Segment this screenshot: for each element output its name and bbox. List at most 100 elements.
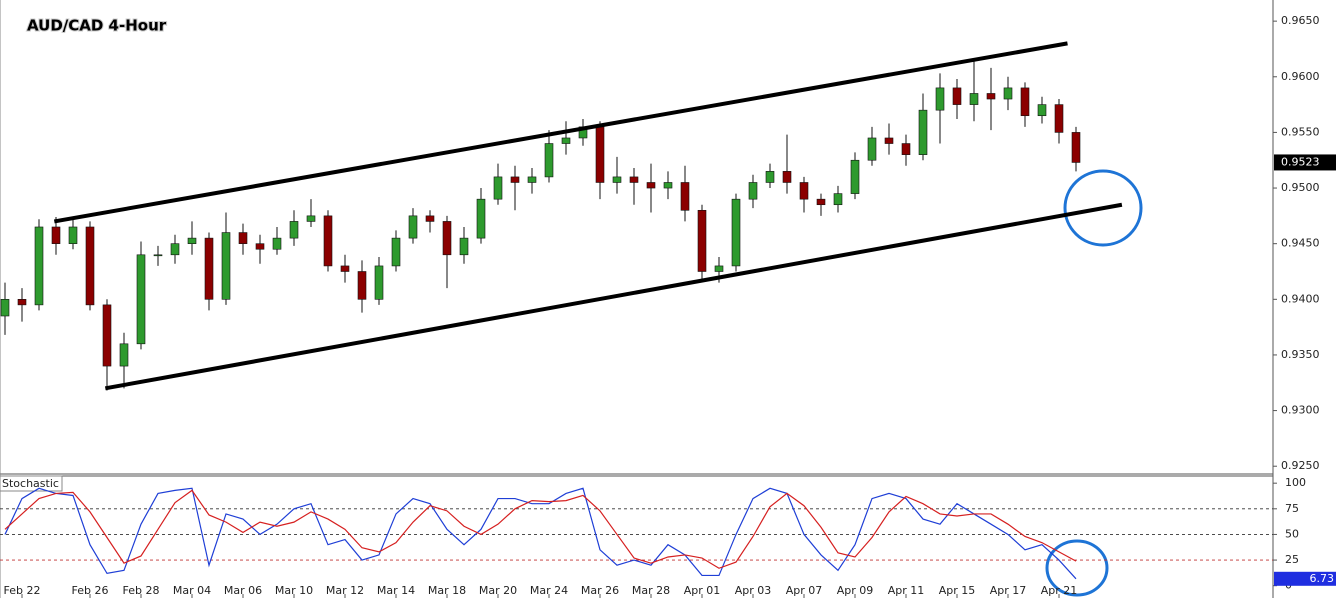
price-tag: [1274, 154, 1336, 171]
candle-body: [782, 171, 792, 183]
candle-body: [459, 237, 469, 256]
candle-body: [391, 237, 401, 267]
candle-body: [663, 182, 673, 189]
y-tick-label: 0.9300: [1281, 404, 1320, 417]
candle-body: [595, 126, 605, 183]
candle-body: [255, 243, 265, 250]
x-tick-label: Mar 24: [530, 584, 568, 597]
y-tick-label: 50: [1285, 527, 1299, 540]
y-tick-label: 25: [1285, 553, 1299, 566]
candle-body: [544, 143, 554, 178]
candle-body: [527, 176, 537, 183]
highlight-circle: [1063, 169, 1143, 247]
candle-body: [850, 159, 860, 194]
candle-body: [680, 182, 690, 211]
candle-body: [1003, 87, 1013, 100]
x-tick-label: Apr 01: [684, 584, 721, 597]
x-tick-label: Apr 03: [735, 584, 772, 597]
indicator-label-box: [0, 475, 63, 492]
x-tick-label: Feb 28: [123, 584, 160, 597]
x-tick-label: Mar 20: [479, 584, 517, 597]
indicator-title: Stochastic: [2, 477, 59, 490]
trend-line: [104, 202, 1123, 391]
value-tag: [1274, 571, 1336, 586]
x-tick-label: Mar 14: [377, 584, 415, 597]
candle-body: [952, 87, 962, 105]
stochastic-line: [4, 489, 1077, 569]
candle-body: [374, 265, 384, 300]
x-tick-label: Mar 04: [173, 584, 211, 597]
candle-body: [187, 237, 197, 244]
candle-body: [1037, 104, 1047, 117]
candle-body: [340, 265, 350, 272]
candle-body: [646, 182, 656, 189]
x-tick-label: Apr 07: [786, 584, 823, 597]
candle-body: [697, 209, 707, 272]
candle-body: [221, 232, 231, 300]
highlight-circle: [1045, 539, 1109, 597]
candle-body: [102, 304, 112, 367]
y-tick-label: 0.9550: [1281, 125, 1320, 138]
candle-body: [1071, 132, 1081, 163]
candle-body: [918, 109, 928, 155]
x-tick-label: Apr 15: [939, 584, 976, 597]
candle-body: [816, 198, 826, 206]
candle-body: [799, 182, 809, 200]
x-tick-label: Feb 26: [72, 584, 109, 597]
x-tick-label: Mar 26: [581, 584, 619, 597]
x-tick-label: Apr 21: [1041, 584, 1078, 597]
candle-body: [51, 226, 61, 244]
y-tick-label: 0.9350: [1281, 348, 1320, 361]
candle-body: [153, 254, 163, 257]
y-tick-label: 100: [1285, 476, 1306, 489]
candle-body: [85, 226, 95, 306]
candle-body: [238, 232, 248, 244]
candle-body: [510, 176, 520, 183]
candle-body: [408, 215, 418, 239]
x-tick-label: Mar 18: [428, 584, 466, 597]
y-tick-label: 0.9650: [1281, 14, 1320, 27]
candle-body: [442, 221, 452, 256]
candle-body: [170, 243, 180, 256]
y-tick-label: 0.9250: [1281, 459, 1320, 472]
candle-body: [34, 226, 44, 306]
candle-body: [323, 215, 333, 267]
y-tick-label: 0.9600: [1281, 70, 1320, 83]
candle-body: [493, 176, 503, 200]
candle-body: [0, 299, 10, 317]
candle-body: [731, 198, 741, 267]
candle-body: [986, 93, 996, 100]
chart-title: AUD/CAD 4-Hour: [27, 17, 167, 35]
x-tick-label: Apr 09: [837, 584, 874, 597]
price-tag-label: 0.9523: [1281, 155, 1320, 168]
candle-body: [272, 237, 282, 250]
value-tag-label: 6.73: [1310, 572, 1335, 585]
x-tick-label: Mar 06: [224, 584, 262, 597]
y-tick-label: 0.9450: [1281, 237, 1320, 250]
candle-body: [289, 221, 299, 239]
x-tick-label: Apr 17: [990, 584, 1027, 597]
candle-body: [969, 93, 979, 105]
candle-body: [748, 182, 758, 200]
candle-body: [765, 171, 775, 183]
candle-body: [714, 265, 724, 272]
candle-body: [629, 176, 639, 183]
x-tick-label: Feb 22: [4, 584, 41, 597]
candle-body: [884, 137, 894, 144]
candle-body: [68, 226, 78, 244]
candle-body: [935, 87, 945, 111]
candle-body: [119, 343, 129, 367]
y-tick-label: 0.9400: [1281, 292, 1320, 305]
candle-body: [306, 215, 316, 222]
x-tick-label: Mar 28: [632, 584, 670, 597]
y-tick-label: 0.9500: [1281, 181, 1320, 194]
stochastic-line: [4, 487, 1077, 580]
candle-body: [17, 299, 27, 306]
x-tick-label: Mar 10: [275, 584, 313, 597]
candle-body: [357, 271, 367, 300]
candle-body: [867, 137, 877, 161]
x-tick-label: Apr 11: [888, 584, 925, 597]
candle-body: [1054, 104, 1064, 133]
